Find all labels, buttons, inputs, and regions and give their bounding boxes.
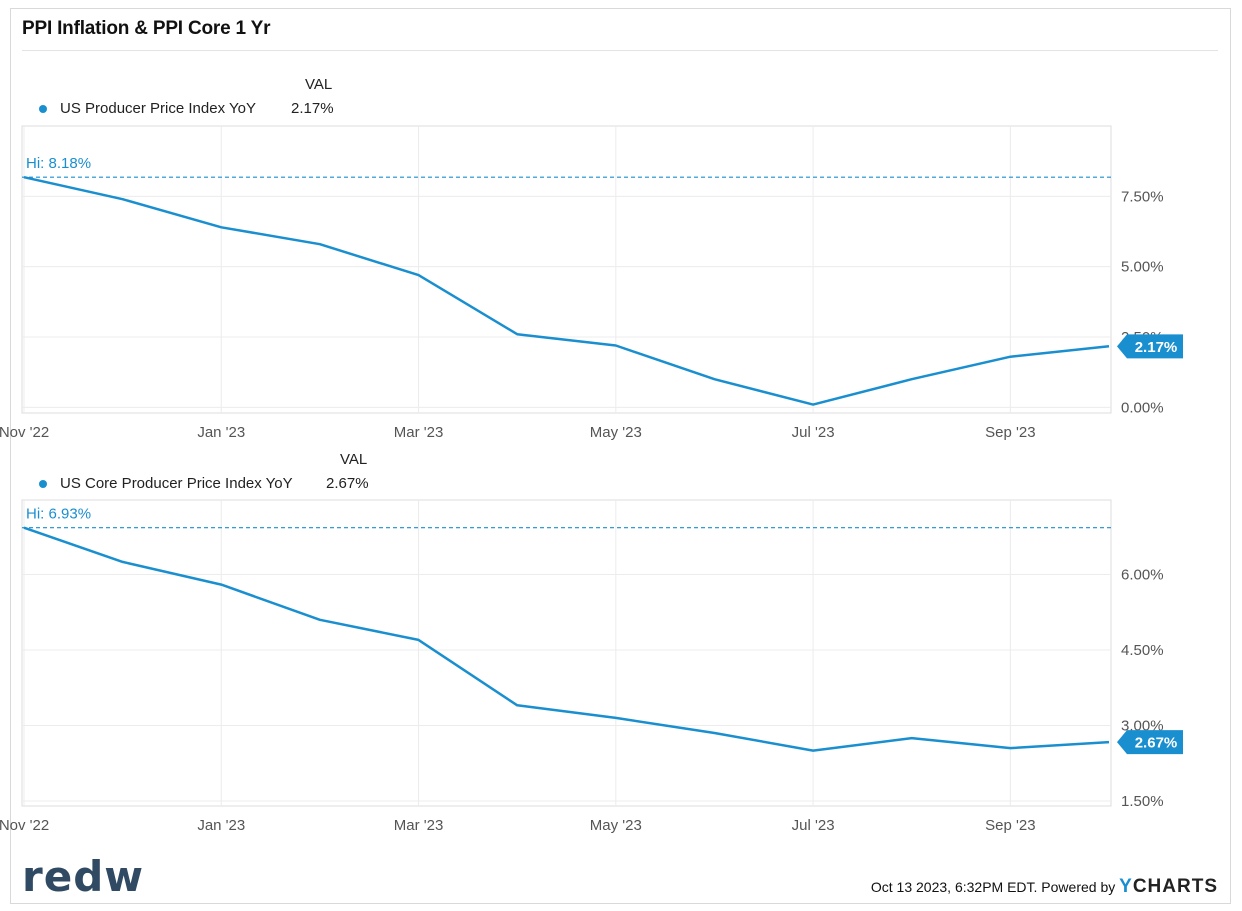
high-label: Hi: 6.93% bbox=[26, 506, 91, 523]
series-line bbox=[23, 175, 1110, 406]
series-dot-icon bbox=[39, 480, 47, 488]
series-line bbox=[23, 526, 1110, 752]
series-dot-icon bbox=[39, 105, 47, 113]
x-tick-label: Jul '23 bbox=[792, 424, 835, 441]
last-value-label: 2.17% bbox=[1135, 339, 1178, 356]
title-divider bbox=[22, 50, 1218, 51]
footer-attribution: Oct 13 2023, 6:32PM EDT. Powered by YCHA… bbox=[871, 876, 1218, 898]
legend-series-value: 2.67% bbox=[326, 475, 369, 492]
ycharts-logo-y: Y bbox=[1119, 876, 1133, 897]
x-tick-label: Jan '23 bbox=[197, 817, 245, 834]
legend-series-name: US Core Producer Price Index YoY bbox=[60, 475, 293, 492]
legend-series-name: US Producer Price Index YoY bbox=[60, 100, 256, 117]
last-value-badge bbox=[1117, 730, 1183, 755]
x-tick-label: Mar '23 bbox=[394, 817, 444, 834]
ycharts-logo: YCHARTS bbox=[1119, 876, 1218, 897]
x-tick-label: Jan '23 bbox=[197, 424, 245, 441]
plot-area bbox=[21, 499, 1112, 807]
redw-logo: redw bbox=[22, 852, 145, 901]
x-tick-label: Mar '23 bbox=[394, 424, 444, 441]
plot-area bbox=[21, 125, 1112, 414]
y-tick-label: 5.00% bbox=[1121, 259, 1164, 276]
footer-timestamp: Oct 13 2023, 6:32PM EDT. Powered by bbox=[870, 879, 1116, 895]
chart-frame bbox=[10, 8, 1231, 904]
legend-value-header: VAL bbox=[340, 451, 368, 468]
y-tick-label: 4.50% bbox=[1121, 642, 1164, 659]
y-tick-label: 0.00% bbox=[1121, 399, 1164, 416]
chart-title: PPI Inflation & PPI Core 1 Yr bbox=[22, 18, 271, 39]
y-tick-label: 7.50% bbox=[1121, 188, 1164, 205]
x-tick-label: May '23 bbox=[590, 817, 642, 834]
x-tick-label: Jul '23 bbox=[792, 817, 835, 834]
x-tick-label: Sep '23 bbox=[985, 817, 1035, 834]
ycharts-logo-text: CHARTS bbox=[1132, 876, 1218, 897]
high-label: Hi: 8.18% bbox=[26, 155, 91, 172]
y-tick-label: 1.50% bbox=[1121, 793, 1164, 810]
x-tick-label: Nov '22 bbox=[0, 817, 49, 834]
legend-series-value: 2.17% bbox=[291, 100, 334, 117]
x-tick-label: Sep '23 bbox=[985, 424, 1035, 441]
x-tick-label: May '23 bbox=[590, 424, 642, 441]
last-value-label: 2.67% bbox=[1135, 735, 1178, 752]
x-tick-label: Nov '22 bbox=[0, 424, 49, 441]
legend-value-header: VAL bbox=[305, 76, 333, 93]
y-tick-label: 6.00% bbox=[1121, 566, 1164, 583]
last-value-badge bbox=[1117, 334, 1183, 359]
